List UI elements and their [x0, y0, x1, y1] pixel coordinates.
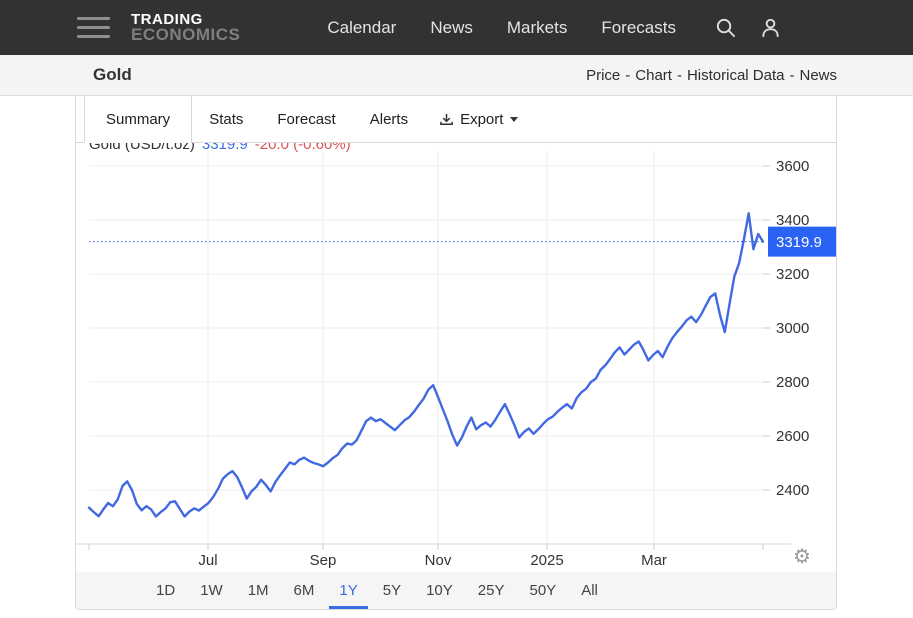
- x-axis-label: Nov: [425, 552, 452, 569]
- y-axis-label: 3000: [776, 320, 809, 337]
- top-nav-bar: TRADING ECONOMICS Calendar News Markets …: [0, 0, 913, 55]
- nav-item-calendar[interactable]: Calendar: [327, 17, 397, 37]
- link-price[interactable]: Price: [586, 66, 621, 84]
- link-news[interactable]: News: [799, 66, 837, 84]
- y-axis-label: 3200: [776, 266, 809, 283]
- range-button-1w[interactable]: 1W: [190, 572, 233, 609]
- range-button-all[interactable]: All: [571, 572, 608, 609]
- nav-item-news[interactable]: News: [430, 17, 473, 37]
- chart-title-row: Gold (USD/t.oz) 3319.9 -20.0 (-0.60%): [89, 143, 351, 153]
- caret-down-icon: [510, 116, 519, 122]
- breadcrumb-separator: -: [676, 66, 682, 84]
- range-button-10y[interactable]: 10Y: [416, 572, 463, 609]
- tab-alerts[interactable]: Alerts: [369, 110, 409, 128]
- y-axis-label: 3400: [776, 212, 809, 229]
- search-icon[interactable]: [714, 16, 737, 39]
- range-button-6m[interactable]: 6M: [284, 572, 325, 609]
- chart-area: Gold (USD/t.oz) 3319.9 -20.0 (-0.60%) 33…: [76, 143, 836, 572]
- user-icon[interactable]: [759, 16, 782, 39]
- nav-item-markets[interactable]: Markets: [506, 17, 568, 37]
- chart-price-change: -20.0 (-0.60%): [254, 143, 351, 153]
- range-button-1y[interactable]: 1Y: [329, 572, 368, 609]
- nav-icons: [714, 16, 782, 39]
- page-title: Gold: [93, 65, 132, 84]
- content-card: Summary Stats Forecast Alerts Export Gol…: [75, 96, 837, 610]
- range-button-1d[interactable]: 1D: [146, 572, 185, 609]
- breadcrumb-separator: -: [625, 66, 631, 84]
- price-chart[interactable]: 3319.9 3600 3400 3200 3000 2800 2600 2400 Jul Sep…: [76, 143, 836, 572]
- range-button-25y[interactable]: 25Y: [468, 572, 515, 609]
- tab-stats[interactable]: Stats: [209, 110, 244, 128]
- tab-summary[interactable]: Summary: [84, 96, 193, 143]
- breadcrumb-separator: -: [789, 66, 795, 84]
- top-nav-links: Calendar News Markets Forecasts: [325, 14, 678, 42]
- tab-bar: Summary Stats Forecast Alerts Export: [76, 96, 836, 143]
- range-button-50y[interactable]: 50Y: [520, 572, 567, 609]
- download-icon: [440, 113, 453, 125]
- link-historical-data[interactable]: Historical Data: [686, 66, 785, 84]
- breadcrumb: Price - Chart - Historical Data - News: [586, 67, 837, 84]
- y-axis-label: 2400: [776, 482, 809, 499]
- x-axis-label: Jul: [198, 552, 217, 569]
- title-band: Gold Price - Chart - Historical Data - News: [0, 55, 913, 96]
- range-button-1m[interactable]: 1M: [238, 572, 279, 609]
- chart-current-price: 3319.9: [201, 143, 248, 153]
- x-axis-label: Sep: [310, 552, 337, 569]
- current-price-badge-label: 3319.9: [776, 234, 822, 251]
- link-chart[interactable]: Chart: [635, 66, 672, 84]
- y-axis-label: 2600: [776, 428, 809, 445]
- y-axis-label: 2800: [776, 374, 809, 391]
- chart-series-label: Gold (USD/t.oz): [89, 143, 195, 153]
- export-label: Export: [460, 110, 504, 128]
- range-button-5y[interactable]: 5Y: [373, 572, 411, 609]
- x-axis-label: Mar: [641, 552, 667, 569]
- export-button[interactable]: Export: [425, 96, 532, 142]
- nav-item-forecasts[interactable]: Forecasts: [601, 17, 676, 37]
- y-axis-label: 3600: [776, 158, 809, 175]
- hamburger-menu-icon[interactable]: [77, 17, 110, 38]
- x-axis-label: 2025: [530, 552, 563, 569]
- brand-logo[interactable]: TRADING ECONOMICS: [131, 12, 240, 43]
- settings-gear-icon[interactable]: ⚙: [793, 546, 811, 568]
- tab-forecast[interactable]: Forecast: [277, 110, 336, 128]
- brand-bottom-text: ECONOMICS: [131, 25, 241, 44]
- range-selector: 1D 1W 1M 6M 1Y 5Y 10Y 25Y 50Y All: [76, 572, 836, 609]
- current-price-badge: [768, 226, 836, 257]
- brand-top-text: TRADING: [131, 11, 203, 28]
- price-line: [87, 212, 765, 518]
